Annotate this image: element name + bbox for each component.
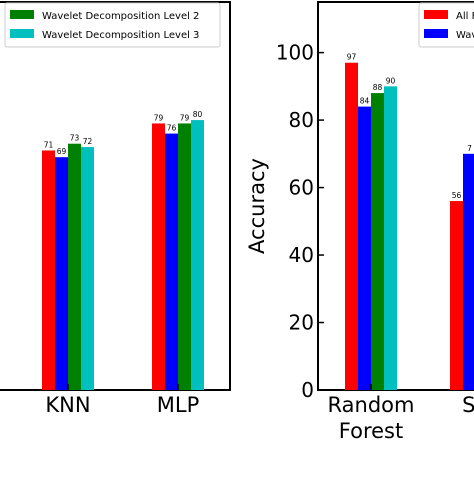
bar [345, 62, 358, 390]
bar [463, 153, 474, 390]
bar [178, 123, 191, 390]
bar-value-label: 7 [467, 144, 472, 153]
bar [152, 123, 165, 390]
legend-box [4, 2, 221, 48]
legend-label: All F [456, 11, 474, 22]
bar [68, 143, 81, 390]
x-tick-label: Random [328, 393, 415, 417]
bar [55, 157, 68, 390]
legend-swatch [424, 29, 448, 38]
y-tick-label: 40 [289, 243, 314, 267]
legend-label: Wavelet Decomposition Level 3 [42, 30, 199, 41]
legend-label: Wavelet Decomposition Level 2 [42, 11, 199, 22]
bar-value-label: 71 [44, 140, 54, 149]
bar-value-label: 76 [167, 124, 177, 133]
bar [384, 86, 397, 390]
plot-frame [317, 1, 474, 391]
bar-value-label: 72 [83, 137, 93, 146]
plot-frame [0, 1, 231, 391]
legend: All F Wav [418, 2, 474, 48]
y-tick-label: 20 [289, 311, 314, 335]
x-tick-label: SV [462, 393, 474, 417]
bar [191, 120, 204, 390]
bar-value-label: 90 [386, 76, 396, 85]
y-axis-label: Accuracy [245, 158, 269, 254]
bar [81, 147, 94, 390]
bar [450, 201, 463, 390]
bar [371, 93, 384, 391]
y-tick-label: 60 [289, 176, 314, 200]
bar-value-label: 84 [360, 97, 370, 106]
bar-value-label: 79 [180, 113, 190, 122]
bar [42, 150, 55, 390]
bar-value-label: 56 [452, 191, 462, 200]
y-tick-label: 0 [301, 378, 314, 402]
x-tick-label: MLP [157, 393, 199, 417]
bar-value-label: 79 [154, 113, 164, 122]
bar-value-label: 73 [70, 134, 80, 143]
legend-swatch [424, 10, 448, 19]
legend: Wavelet Decomposition Level 2 Wavelet Dec… [4, 2, 221, 48]
y-tick-label: 100 [276, 41, 314, 65]
y-tick-label: 80 [289, 108, 314, 132]
x-tick-label: Forest [339, 419, 403, 443]
legend-swatch [10, 29, 34, 38]
legend-swatch [10, 10, 34, 19]
bar [358, 106, 371, 390]
bar-value-label: 88 [373, 83, 383, 92]
bar-value-label: 80 [193, 110, 203, 119]
bar-value-label: 69 [57, 147, 67, 156]
legend-label: Wav [456, 30, 474, 41]
x-tick-label: KNN [45, 393, 90, 417]
bar [165, 133, 178, 390]
bar-value-label: 97 [347, 53, 357, 62]
